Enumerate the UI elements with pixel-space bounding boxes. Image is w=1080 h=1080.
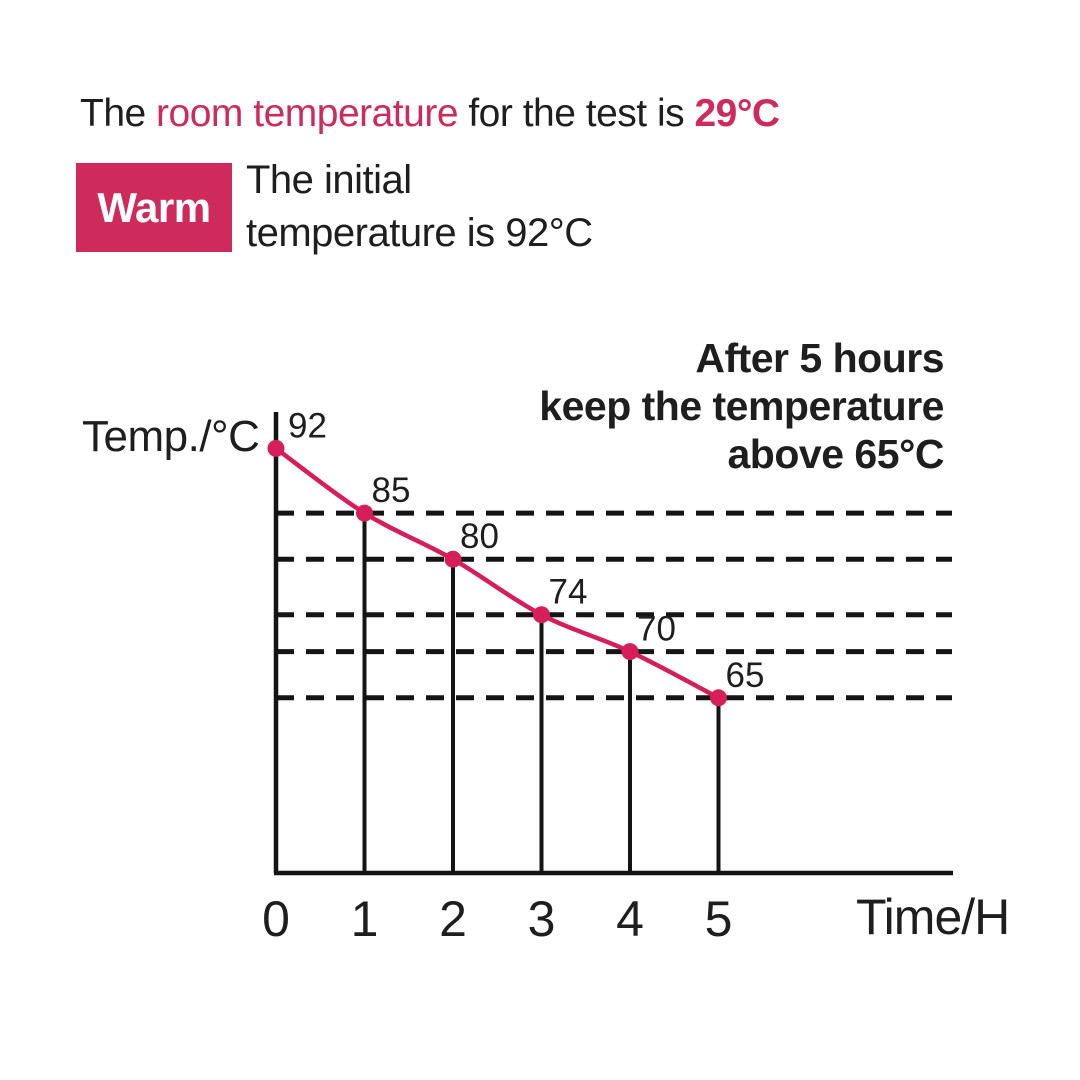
heading-room-temp-value: 29°C bbox=[694, 92, 780, 135]
point-label: 85 bbox=[372, 471, 411, 510]
x-tick-label: 1 bbox=[351, 891, 379, 947]
initial-temperature-note: The initial temperature is 92°C bbox=[246, 154, 593, 260]
annotation-line3: above 65°C bbox=[727, 431, 945, 477]
warm-badge: Warm bbox=[76, 163, 232, 252]
initial-note-line2: temperature is 92°C bbox=[246, 211, 593, 255]
heading-room-temperature: room temperature bbox=[156, 92, 459, 135]
point-label: 92 bbox=[288, 406, 327, 445]
heading-text-2: for the test is bbox=[458, 92, 695, 135]
heading-text-1: The bbox=[80, 92, 157, 135]
temperature-curve bbox=[274, 446, 720, 700]
warm-badge-label: Warm bbox=[97, 183, 211, 231]
chart-annotation: After 5 hours keep the temperature above… bbox=[539, 334, 944, 478]
point-label: 70 bbox=[637, 610, 676, 649]
point-label: 65 bbox=[726, 656, 765, 695]
x-axis-title: Time/H bbox=[856, 889, 1010, 945]
data-point bbox=[444, 550, 462, 568]
data-point bbox=[267, 439, 285, 457]
data-point bbox=[621, 643, 639, 661]
x-tick-label: 4 bbox=[616, 891, 644, 947]
x-tick-label: 0 bbox=[262, 891, 290, 947]
page-title: The room temperature for the test is 29°… bbox=[80, 92, 780, 136]
data-point bbox=[533, 606, 550, 624]
data-point bbox=[710, 689, 727, 707]
x-tick-label: 2 bbox=[439, 891, 467, 947]
annotation-line2: keep the temperature bbox=[539, 383, 944, 429]
x-tick-label: 5 bbox=[705, 891, 733, 947]
initial-note-line1: The initial bbox=[246, 158, 412, 202]
annotation-line1: After 5 hours bbox=[695, 335, 944, 381]
y-axis-title: Temp./°C bbox=[82, 412, 260, 461]
x-tick-label: 3 bbox=[528, 891, 556, 947]
point-label: 74 bbox=[549, 573, 588, 612]
data-point bbox=[356, 504, 373, 522]
point-label: 80 bbox=[460, 517, 499, 556]
